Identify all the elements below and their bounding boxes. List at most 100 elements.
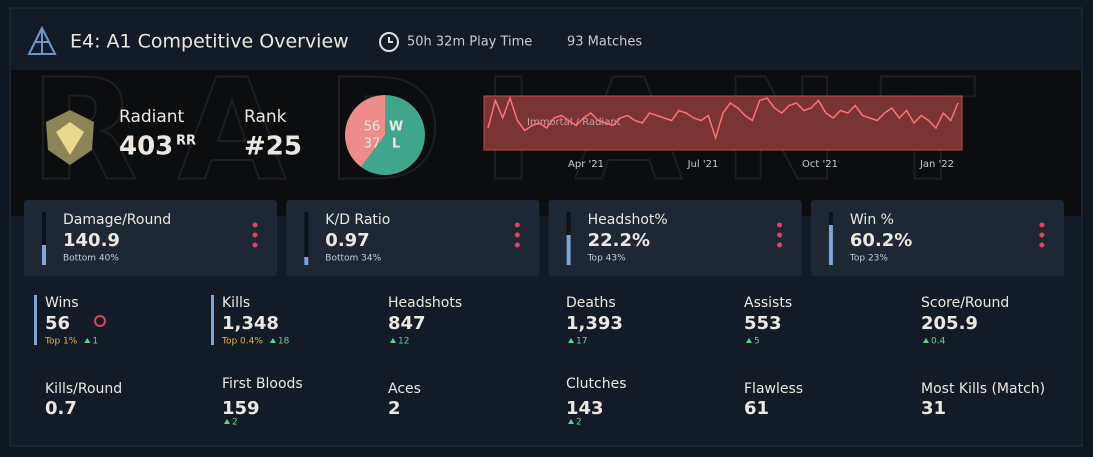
up-arrow — [390, 338, 396, 343]
rank-label: Rank — [244, 107, 287, 127]
stat-label: Aces — [388, 381, 421, 397]
menu-dot — [514, 222, 520, 228]
up-arrow — [568, 338, 574, 343]
win-label: W — [389, 120, 403, 135]
stat-label: Kills/Round — [45, 381, 122, 397]
stat-label: Deaths — [566, 295, 616, 311]
stat-delta: 0.4 — [931, 337, 946, 347]
card-sub: Top 43% — [587, 254, 627, 264]
up-arrow — [746, 338, 752, 343]
matches: 93 Matches — [567, 35, 642, 50]
stat-label: Clutches — [566, 376, 627, 392]
loss-label: L — [392, 137, 400, 152]
card — [810, 200, 1064, 276]
card-bar-fill — [828, 225, 833, 265]
rating-line — [487, 95, 959, 141]
stat-value: 31 — [921, 398, 946, 419]
stat-label: Headshots — [388, 295, 462, 311]
stat-label: Most Kills (Match) — [921, 381, 1045, 397]
menu-dot — [252, 232, 258, 238]
card — [548, 200, 802, 276]
card — [286, 200, 540, 276]
stat-delta: 1 — [92, 337, 98, 347]
card-bar-fill — [304, 257, 309, 265]
rank: #25 — [244, 132, 302, 162]
menu-dot — [1039, 222, 1045, 228]
menu-dot — [777, 242, 783, 248]
card — [24, 200, 277, 276]
stat-value: 205.9 — [921, 313, 978, 334]
stat-label: Kills — [222, 295, 250, 311]
menu-dot — [514, 232, 520, 238]
menu-dot — [514, 242, 520, 248]
card-label: Headshot% — [588, 212, 668, 228]
stat-value: 143 — [566, 398, 604, 419]
stat-value: 159 — [222, 398, 260, 419]
stat-delta: 2 — [576, 418, 582, 428]
loss-slice — [345, 95, 385, 168]
tier: Radiant — [119, 107, 185, 127]
card-value: 22.2% — [588, 230, 650, 251]
card-bar-fill — [42, 245, 46, 265]
x-tick-label: Oct '21 — [802, 159, 838, 170]
card-value: 140.9 — [63, 230, 120, 251]
stat-value: 56 — [45, 313, 70, 334]
clock-icon — [379, 32, 399, 52]
up-arrow — [224, 419, 230, 424]
card-value: 0.97 — [325, 230, 369, 251]
menu-dot — [252, 242, 258, 248]
stat-label: Wins — [45, 295, 79, 311]
stat-label: Flawless — [744, 381, 803, 397]
card-sub: Bottom 34% — [325, 254, 381, 264]
x-tick-label: Jul '21 — [687, 159, 719, 170]
card-bar-fill — [566, 235, 571, 265]
stat-label: Assists — [744, 295, 792, 311]
stat-value: 1,393 — [566, 313, 623, 334]
card-label: Damage/Round — [63, 212, 171, 228]
up-arrow — [84, 338, 91, 343]
rank-icon — [46, 110, 94, 165]
stat-value: 2 — [388, 398, 401, 419]
card-value: 60.2% — [850, 230, 912, 251]
card-label: K/D Ratio — [325, 212, 390, 228]
wins: 56 — [364, 120, 381, 135]
stat-delta: 18 — [278, 337, 290, 347]
stat-label: Score/Round — [921, 295, 1009, 311]
target-icon — [94, 315, 106, 327]
play-time: 50h 32m Play Time — [407, 35, 532, 50]
stat-top: Top 0.4% — [221, 337, 263, 347]
stat-value: 0.7 — [45, 398, 77, 419]
menu-dot — [1039, 232, 1045, 238]
menu-dot — [777, 222, 783, 228]
x-tick-label: Jan '22 — [919, 159, 954, 170]
chart-area — [483, 95, 963, 151]
stat-value: 553 — [744, 313, 782, 334]
stat-delta: 17 — [576, 337, 587, 347]
stat-value: 61 — [744, 398, 769, 419]
card-sub: Top 23% — [849, 254, 889, 264]
chart-label: Immortal / Radiant — [527, 117, 621, 128]
card-sub: Bottom 40% — [63, 254, 119, 264]
card-label: Win % — [850, 212, 894, 228]
title: E4: A1 Competitive Overview — [70, 31, 349, 53]
x-tick-label: Apr '21 — [568, 159, 604, 170]
stat-value: 847 — [388, 313, 426, 334]
stat-bar — [211, 295, 214, 345]
menu-dot — [252, 222, 258, 228]
stat-delta: 5 — [754, 337, 760, 347]
win-slice — [361, 95, 426, 175]
up-arrow — [568, 419, 574, 424]
rating: 403 — [119, 132, 173, 162]
stat-label: First Bloods — [222, 376, 303, 392]
rating-unit: RR — [176, 134, 196, 149]
card-bar-track — [304, 212, 309, 265]
stat-top: Top 1% — [44, 337, 78, 347]
logo-icon — [27, 25, 57, 55]
card-bar-track — [42, 212, 46, 265]
up-arrow — [923, 338, 929, 343]
stat-delta: 2 — [232, 418, 238, 428]
stat-value: 1,348 — [222, 313, 279, 334]
stat-delta: 12 — [398, 337, 409, 347]
losses: 37 — [364, 137, 381, 152]
